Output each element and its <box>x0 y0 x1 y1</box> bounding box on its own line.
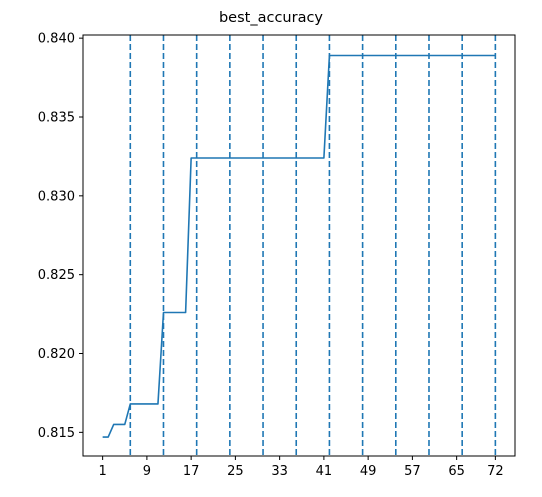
series-layer <box>102 54 496 438</box>
y-tick-label-1: 0.820 <box>38 347 75 362</box>
y-tick-label-3: 0.830 <box>38 189 75 204</box>
y-tick-label-2: 0.825 <box>38 268 75 283</box>
x-tick-label-4: 33 <box>271 464 288 479</box>
series-line-0 <box>102 54 496 438</box>
x-axis: 1 9 17 25 33 41 49 57 65 72 <box>98 456 504 479</box>
x-tick-label-8: 65 <box>448 464 465 479</box>
y-tick-label-0: 0.815 <box>38 426 75 441</box>
vertical-lines <box>129 35 497 456</box>
y-tick-label-4: 0.835 <box>38 110 75 125</box>
x-tick-label-7: 57 <box>404 464 421 479</box>
chart-title: best_accuracy <box>219 10 323 26</box>
x-tick-label-2: 17 <box>183 464 200 479</box>
x-tick-label-3: 25 <box>227 464 244 479</box>
x-tick-label-5: 41 <box>316 464 333 479</box>
y-tick-label-5: 0.840 <box>38 32 75 47</box>
x-tick-label-1: 9 <box>143 464 151 479</box>
y-axis: 0.815 0.820 0.825 0.830 0.835 0.840 <box>38 32 83 441</box>
x-tick-label-6: 49 <box>360 464 377 479</box>
x-tick-label-0: 1 <box>98 464 106 479</box>
x-tick-label-9: 72 <box>487 464 504 479</box>
plot-frame <box>82 34 516 457</box>
